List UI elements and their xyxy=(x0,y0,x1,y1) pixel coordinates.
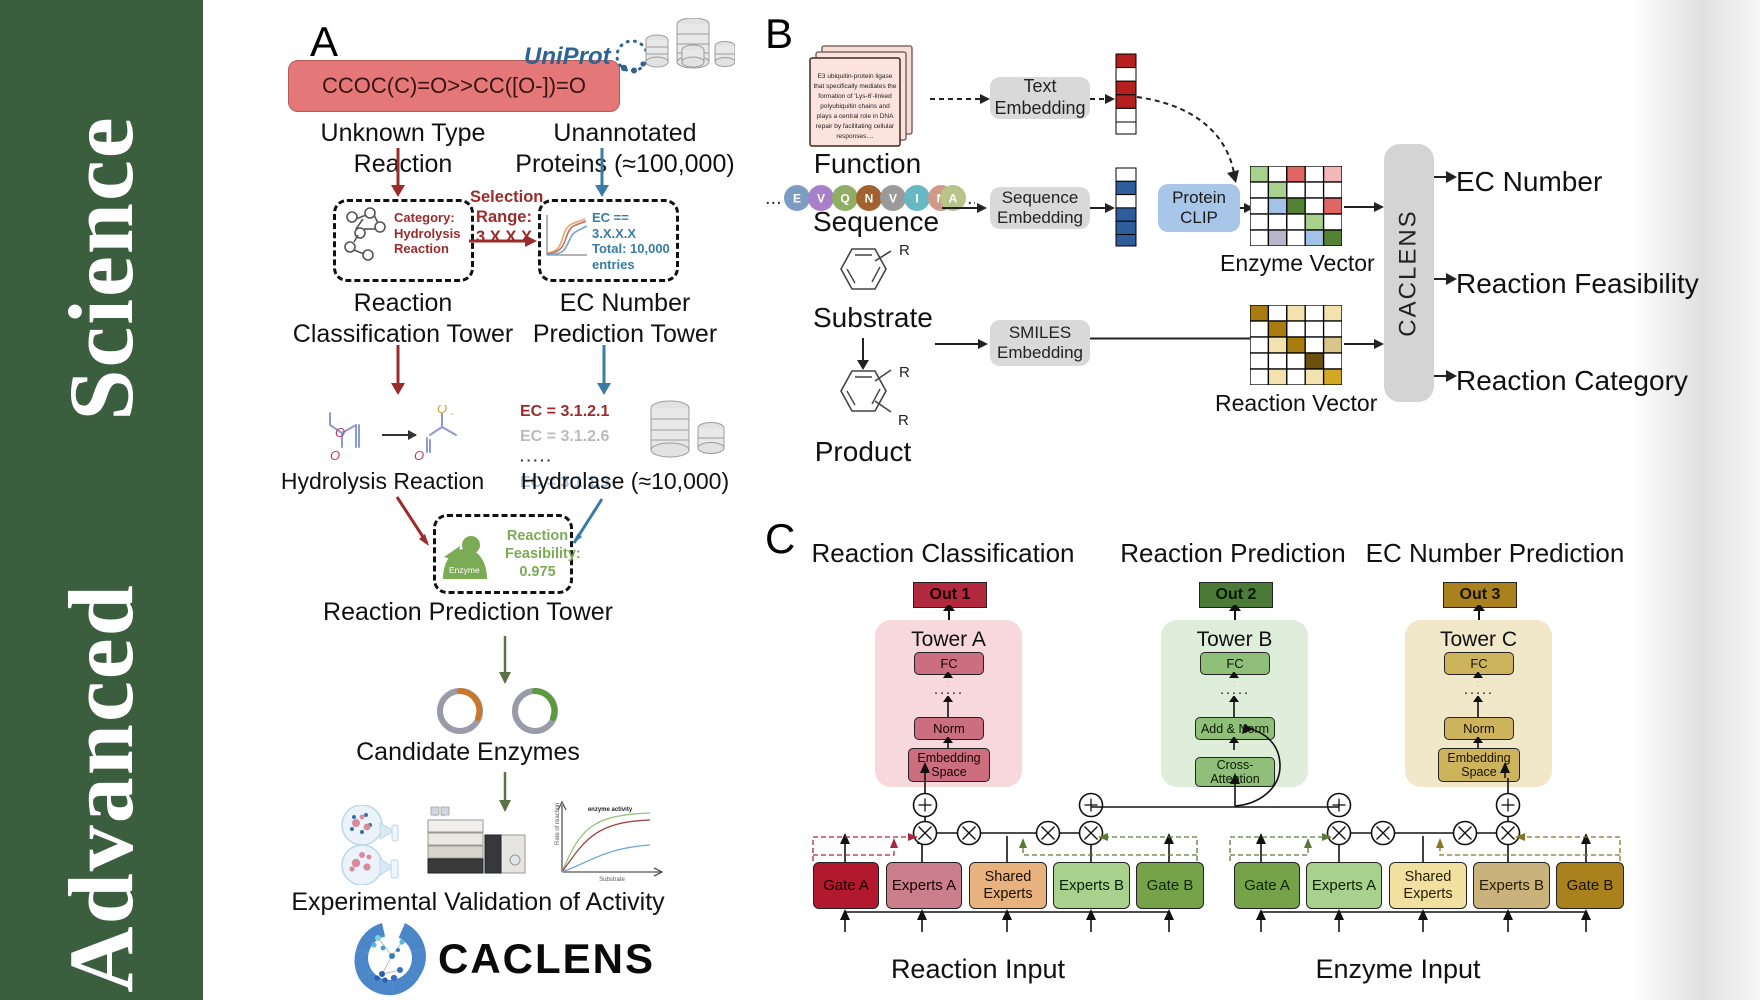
svg-text:V: V xyxy=(889,192,897,206)
svg-text:R: R xyxy=(899,245,910,259)
svg-text:formation of 'Lys-6'-linked: formation of 'Lys-6'-linked xyxy=(818,93,892,100)
svg-text:O: O xyxy=(437,405,447,416)
svg-text:Q: Q xyxy=(840,192,849,206)
svg-text:that specifically mediates the: that specifically mediates the xyxy=(813,83,896,90)
svg-text:repair by facilitating cellula: repair by facilitating cellular xyxy=(816,123,895,130)
svg-text:O: O xyxy=(414,448,424,463)
svg-text:V: V xyxy=(817,192,825,206)
svg-text:UniProt: UniProt xyxy=(524,43,612,70)
svg-text:plays a central role in DNA: plays a central role in DNA xyxy=(817,113,895,120)
svg-text:N: N xyxy=(865,192,874,206)
svg-text:R: R xyxy=(898,412,909,429)
svg-text:I: I xyxy=(915,192,918,206)
svg-text:polyubiquitin chains and: polyubiquitin chains and xyxy=(820,103,890,110)
svg-text:-: - xyxy=(450,408,454,420)
svg-text:...: ... xyxy=(765,187,782,209)
svg-text:O: O xyxy=(335,425,345,440)
svg-text:E3 ubiquitin-protein ligase: E3 ubiquitin-protein ligase xyxy=(818,73,893,80)
svg-text:Enzyme: Enzyme xyxy=(449,565,480,575)
svg-text:enzyme activity: enzyme activity xyxy=(588,807,633,813)
svg-text:responses....: responses.... xyxy=(836,133,873,140)
svg-text:E: E xyxy=(793,192,801,206)
svg-text:Rate of reaction: Rate of reaction xyxy=(555,803,561,845)
svg-text:O: O xyxy=(330,448,340,463)
svg-text:R: R xyxy=(899,367,910,381)
svg-text:Substrate: Substrate xyxy=(599,877,625,883)
